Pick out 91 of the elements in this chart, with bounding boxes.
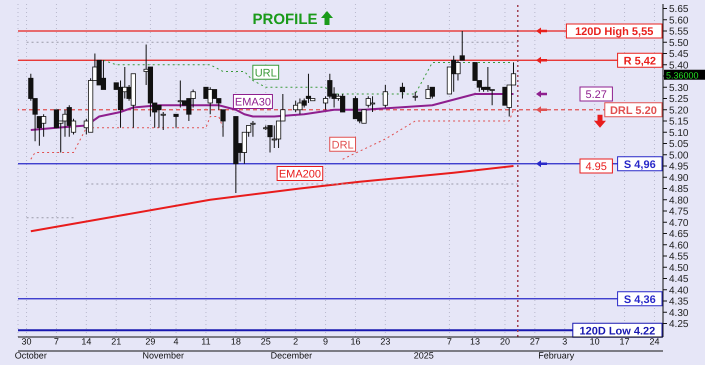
- ref-line-label: DRL 5.20: [610, 104, 657, 117]
- annotation: 4.95: [585, 161, 607, 173]
- x-tick-label: 3: [562, 336, 568, 346]
- candlestick: [485, 66, 490, 92]
- x-tick-label: 30: [22, 336, 32, 346]
- x-tick-label: 7: [54, 336, 59, 346]
- candlestick: [340, 94, 346, 112]
- candlestick: [297, 98, 303, 115]
- x2-tick-label: October: [14, 350, 47, 360]
- y-tick-label: 4.25: [669, 319, 689, 330]
- y-tick-label: 4.55: [669, 252, 689, 263]
- x-tick-label: 9: [323, 336, 328, 346]
- x-tick-label: 16: [350, 336, 360, 346]
- candlestick: [100, 60, 106, 90]
- candlestick: [41, 114, 46, 138]
- x-tick-label: 7: [446, 336, 452, 346]
- x2-tick-label: December: [270, 350, 312, 360]
- y-tick-label: 5.65: [669, 4, 689, 16]
- candlestick: [66, 104, 72, 138]
- y-tick-label: 5.05: [669, 139, 689, 150]
- x-tick-label: 11: [201, 336, 211, 346]
- candlestick: [208, 86, 213, 115]
- y-tick-label: 5.40: [669, 60, 689, 72]
- candlestick: [352, 96, 358, 120]
- ref-line-label: 120D High 5,55: [575, 26, 654, 38]
- series-label: EMA30: [234, 96, 271, 108]
- y-tick-label: 5.50: [669, 38, 689, 49]
- y-tick-label: 4.35: [669, 296, 689, 308]
- candlestick: [366, 96, 371, 108]
- x2-tick-label: November: [142, 350, 184, 360]
- y-tick-label: 4.30: [669, 308, 689, 319]
- x2-tick-label: 2025: [414, 350, 434, 360]
- y-tick-label: 4.80: [669, 195, 689, 206]
- y-tick-label: 5.25: [669, 94, 689, 106]
- series-label: DRL: [332, 139, 354, 152]
- ref-line-label: S 4,36: [624, 294, 656, 306]
- candlestick: [430, 86, 435, 99]
- ref-line-label: R 5,42: [624, 55, 656, 68]
- x-tick-label: 17: [620, 336, 630, 346]
- series-label: EMA200: [278, 168, 322, 180]
- x2-tick-label: February: [538, 350, 575, 360]
- x-tick-label: 4: [174, 336, 179, 346]
- x-tick-label: 27: [530, 336, 540, 346]
- x-tick-label: 29: [145, 336, 156, 346]
- x-tick-label: 24: [649, 336, 660, 346]
- x-tick-label: 10: [590, 336, 600, 346]
- text: 5.36000: [666, 70, 699, 80]
- y-tick-label: 5.45: [669, 49, 689, 60]
- y-tick-label: 5.00: [669, 150, 689, 162]
- x-tick-label: 21: [111, 336, 122, 346]
- y-tick-label: 5.60: [669, 15, 689, 26]
- y-tick-label: 4.85: [669, 184, 689, 196]
- candlestick: [156, 104, 162, 128]
- candlestick: [455, 60, 461, 81]
- candlestick: [382, 84, 388, 108]
- x-tick-label: 13: [470, 336, 480, 346]
- y-tick-label: 4.65: [669, 229, 689, 240]
- candlestick: [306, 73, 312, 104]
- candlestick: [400, 82, 406, 99]
- y-tick-label: 4.70: [669, 218, 689, 229]
- y-tick-label: 4.75: [669, 206, 689, 218]
- annotation: 5.27: [585, 89, 607, 101]
- x-tick-label: 2: [293, 336, 298, 346]
- line-series: [30, 93, 514, 131]
- x-tick-label: 20: [500, 336, 510, 346]
- candlestick: [173, 114, 179, 128]
- y-tick-label: 4.40: [669, 285, 689, 296]
- y-tick-label: 4.95: [669, 162, 689, 173]
- y-tick-label: 5.20: [669, 105, 689, 116]
- x-tick-label: 23: [380, 336, 390, 346]
- candlestick: [361, 109, 367, 124]
- annotation: PROFILE: [252, 11, 318, 28]
- y-tick-label: 4.45: [669, 274, 689, 286]
- candlestick: [267, 125, 273, 153]
- candlestick: [160, 112, 166, 130]
- ref-line-label: 120D Low 4.22: [579, 325, 656, 338]
- line-series: [30, 165, 514, 232]
- y-tick-label: 5.10: [669, 128, 689, 139]
- y-tick-label: 4.90: [669, 172, 689, 184]
- x-tick-label: 25: [260, 336, 271, 346]
- y-tick-label: 5.55: [669, 26, 689, 38]
- ref-line-label: S 4,96: [624, 158, 656, 171]
- candlestick: [370, 96, 376, 112]
- series-label: URL: [254, 67, 277, 80]
- y-tick-label: 4.50: [669, 262, 689, 274]
- y-tick-label: 5.30: [669, 82, 689, 94]
- x-tick-label: 14: [81, 336, 92, 346]
- candlestick: [502, 86, 508, 106]
- y-tick-label: 4.60: [669, 240, 689, 252]
- y-tick-label: 5.15: [669, 116, 689, 128]
- x-tick-label: 18: [230, 336, 241, 346]
